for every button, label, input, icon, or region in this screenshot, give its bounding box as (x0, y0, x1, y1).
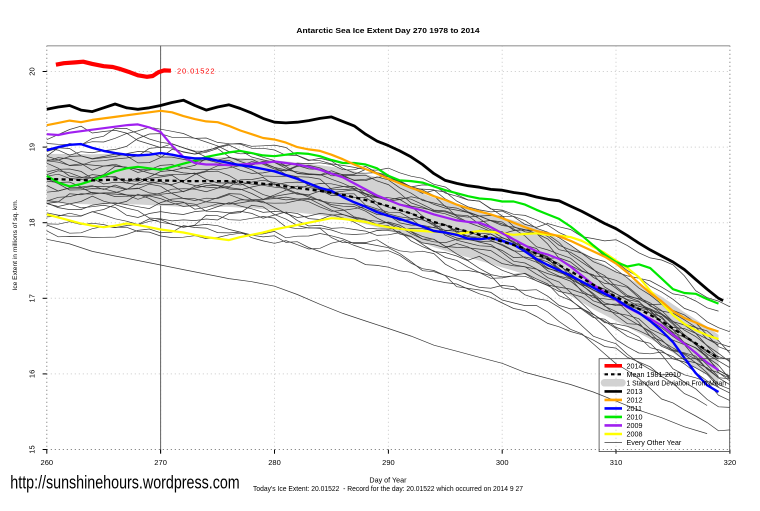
svg-text:2013: 2013 (627, 387, 643, 396)
svg-text:Every Other Year: Every Other Year (627, 438, 682, 447)
svg-text:270: 270 (154, 458, 167, 467)
svg-text:18: 18 (28, 219, 37, 227)
svg-text:260: 260 (41, 458, 54, 467)
svg-text:2012: 2012 (627, 395, 643, 404)
svg-text:19: 19 (28, 143, 37, 151)
svg-text:Mean 1981-2010: Mean 1981-2010 (627, 370, 681, 379)
svg-text:2014: 2014 (627, 361, 643, 370)
svg-text:2010: 2010 (627, 412, 643, 421)
svg-text:310: 310 (610, 458, 623, 467)
svg-text:2009: 2009 (627, 421, 643, 430)
svg-text:300: 300 (496, 458, 509, 467)
svg-text:320: 320 (724, 458, 737, 467)
svg-text:Antarctic Sea Ice Extent Day 2: Antarctic Sea Ice Extent Day 270 1978 to… (296, 26, 479, 35)
svg-text:15: 15 (28, 445, 37, 453)
svg-text:290: 290 (382, 458, 395, 467)
svg-text:Today's Ice Extent: 20.01522: Today's Ice Extent: 20.01522 - Record fo… (253, 484, 523, 493)
svg-text:280: 280 (268, 458, 281, 467)
svg-text:http://sunshinehours.wordpress: http://sunshinehours.wordpress.com (10, 471, 239, 492)
svg-text:2008: 2008 (627, 430, 643, 439)
svg-text:20.01522: 20.01522 (177, 67, 215, 76)
svg-text:1 Standard Deviation From Mean: 1 Standard Deviation From Mean (627, 378, 727, 387)
svg-text:Day of Year: Day of Year (369, 476, 407, 485)
svg-text:Ice Extent in millions of sq.: Ice Extent in millions of sq. km. (12, 199, 19, 290)
svg-text:16: 16 (28, 370, 37, 378)
svg-text:17: 17 (28, 294, 37, 302)
svg-text:20: 20 (28, 67, 37, 75)
svg-text:2011: 2011 (627, 404, 642, 413)
